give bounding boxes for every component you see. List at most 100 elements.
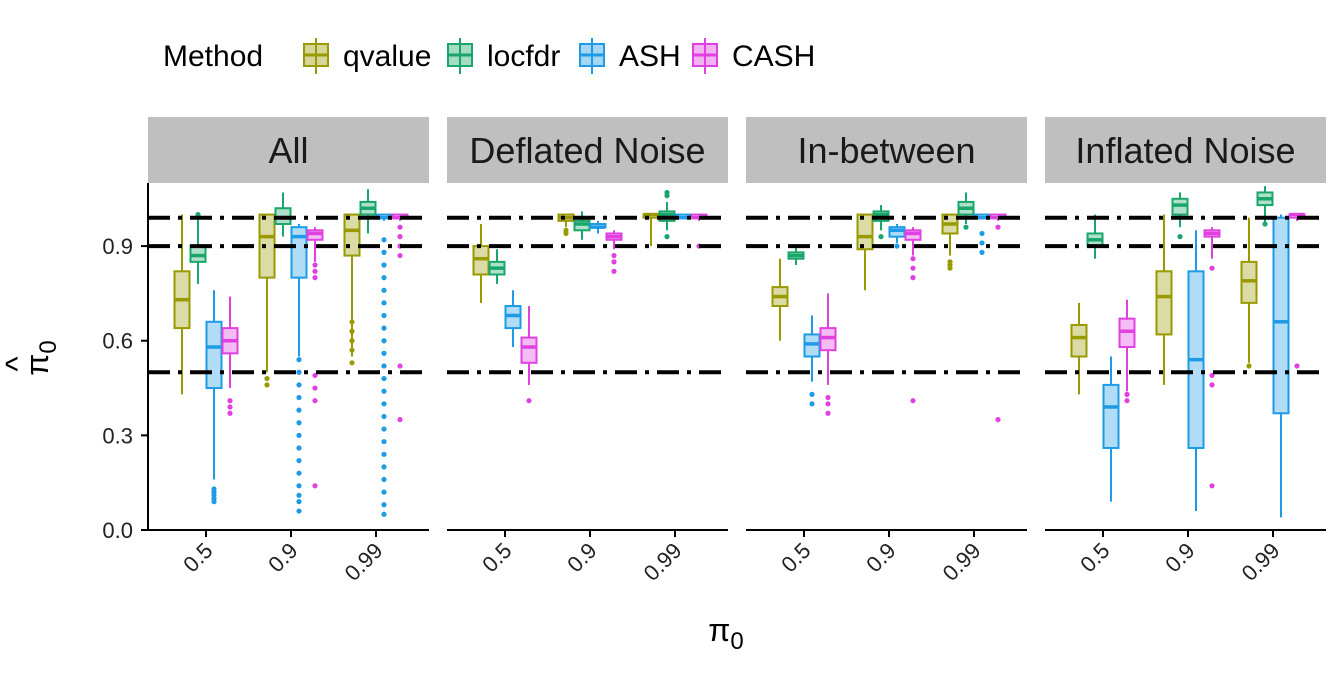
box-outlier xyxy=(809,401,815,407)
facet-panel-inflated-noise: Inflated Noise 0.5 0.9 0.99 xyxy=(1045,117,1326,586)
box-outlier xyxy=(397,416,403,423)
box-outlier xyxy=(664,193,670,199)
box-outlier xyxy=(1246,363,1252,369)
facet-strip xyxy=(447,117,728,183)
facet-panel-in-between: In-between 0.5 0.9 0.99 xyxy=(746,117,1027,586)
legend-item-qvalue: qvalue xyxy=(303,38,431,74)
box-outlier xyxy=(381,287,387,293)
box-outlier xyxy=(1209,483,1215,489)
box-outlier xyxy=(349,360,355,366)
category-group xyxy=(1240,186,1306,518)
box-cash xyxy=(306,227,324,489)
box-outlier xyxy=(264,382,270,388)
box-ash xyxy=(205,290,223,505)
y-axis: 0.0 0.3 0.6 0.9 xyxy=(102,183,149,543)
box-outlier xyxy=(264,375,270,382)
category-group xyxy=(771,246,837,416)
box-outlier xyxy=(227,404,233,410)
box-outlier xyxy=(1177,234,1183,240)
box-locfdr xyxy=(957,192,975,230)
box-outlier xyxy=(397,252,403,259)
x-tick-label: 0.99 xyxy=(1237,538,1285,586)
legend-key-locfdr xyxy=(447,38,473,74)
box-outlier xyxy=(1124,398,1130,404)
x-tick-label: 0.5 xyxy=(477,538,516,577)
box-outlier xyxy=(381,413,387,420)
box-outlier xyxy=(349,347,355,353)
box-outlier xyxy=(979,240,985,246)
box-ash xyxy=(1187,230,1205,512)
box-cash xyxy=(904,227,922,404)
box-outlier xyxy=(995,224,1001,230)
box-outlier xyxy=(664,234,670,240)
y-tick-label: 0.9 xyxy=(102,234,133,259)
box-locfdr xyxy=(787,246,805,266)
box-outlier xyxy=(381,388,387,394)
box-outlier xyxy=(349,328,355,334)
box-ash xyxy=(1272,214,1290,518)
box-locfdr xyxy=(1171,192,1189,240)
box-outlier xyxy=(381,439,387,445)
box-locfdr xyxy=(488,249,506,284)
box-qvalue xyxy=(472,224,490,303)
box-locfdr xyxy=(189,211,207,284)
box-outlier xyxy=(381,312,387,319)
facet-strip-label: Deflated Noise xyxy=(469,130,705,171)
facet-panel-deflated-noise: Deflated Noise 0.5 0.9 0.99 xyxy=(447,117,728,586)
y-axis-title-subscript: 0 xyxy=(35,340,62,353)
box-cash xyxy=(819,293,837,416)
box-outlier xyxy=(825,410,831,416)
box-outlier xyxy=(611,252,617,259)
box-outlier xyxy=(381,502,387,508)
box-outlier xyxy=(381,375,387,382)
facet-panel-all: All 0.5 0.9 0.99 xyxy=(148,117,429,586)
box-locfdr xyxy=(359,189,377,234)
legend: Method qvalue locfdr ASH CASH xyxy=(163,38,815,74)
y-axis-title-text: π0 xyxy=(19,340,62,375)
box-outlier xyxy=(312,385,318,391)
box-cash xyxy=(221,296,239,416)
box-outlier xyxy=(296,382,302,388)
facet-strip-label: In-between xyxy=(797,130,975,171)
box-outlier xyxy=(381,363,387,369)
box-outlier xyxy=(611,268,617,274)
box-outlier xyxy=(979,249,985,255)
box-locfdr xyxy=(658,189,676,240)
box-outlier xyxy=(825,394,831,401)
box-ash xyxy=(589,220,607,234)
x-tick-label: 0.99 xyxy=(639,538,687,586)
box-qvalue xyxy=(557,213,575,237)
box-ash xyxy=(973,213,991,255)
box-outlier xyxy=(211,499,217,505)
box-outlier xyxy=(381,249,387,255)
box-outlier xyxy=(381,401,387,407)
legend-item-cash: CASH xyxy=(692,38,815,74)
box-outlier xyxy=(312,275,318,281)
box-locfdr xyxy=(274,192,292,237)
box-outlier xyxy=(296,499,302,505)
x-tick-label: 0.9 xyxy=(861,538,900,577)
box-ash xyxy=(1102,356,1120,502)
box-outlier xyxy=(910,275,916,281)
y-tick-label: 0.6 xyxy=(102,329,133,354)
box-outlier xyxy=(910,265,916,271)
legend-label-qvalue: qvalue xyxy=(343,40,431,73)
x-tick-label: 0.9 xyxy=(263,538,302,577)
box-body xyxy=(1272,216,1290,415)
x-tick-label: 0.99 xyxy=(340,538,388,586)
box-outlier xyxy=(381,338,387,344)
x-tick-label: 0.9 xyxy=(1160,538,1199,577)
y-axis-title-symbol: π xyxy=(19,354,55,376)
box-outlier xyxy=(397,234,403,240)
box-ash xyxy=(803,315,821,407)
box-outlier xyxy=(381,275,387,281)
x-tick-label: 0.5 xyxy=(178,538,217,577)
box-outlier xyxy=(381,300,387,306)
box-outlier xyxy=(963,224,969,230)
box-outlier xyxy=(526,398,532,404)
legend-key-qvalue xyxy=(303,38,329,74)
box-outlier xyxy=(349,338,355,344)
